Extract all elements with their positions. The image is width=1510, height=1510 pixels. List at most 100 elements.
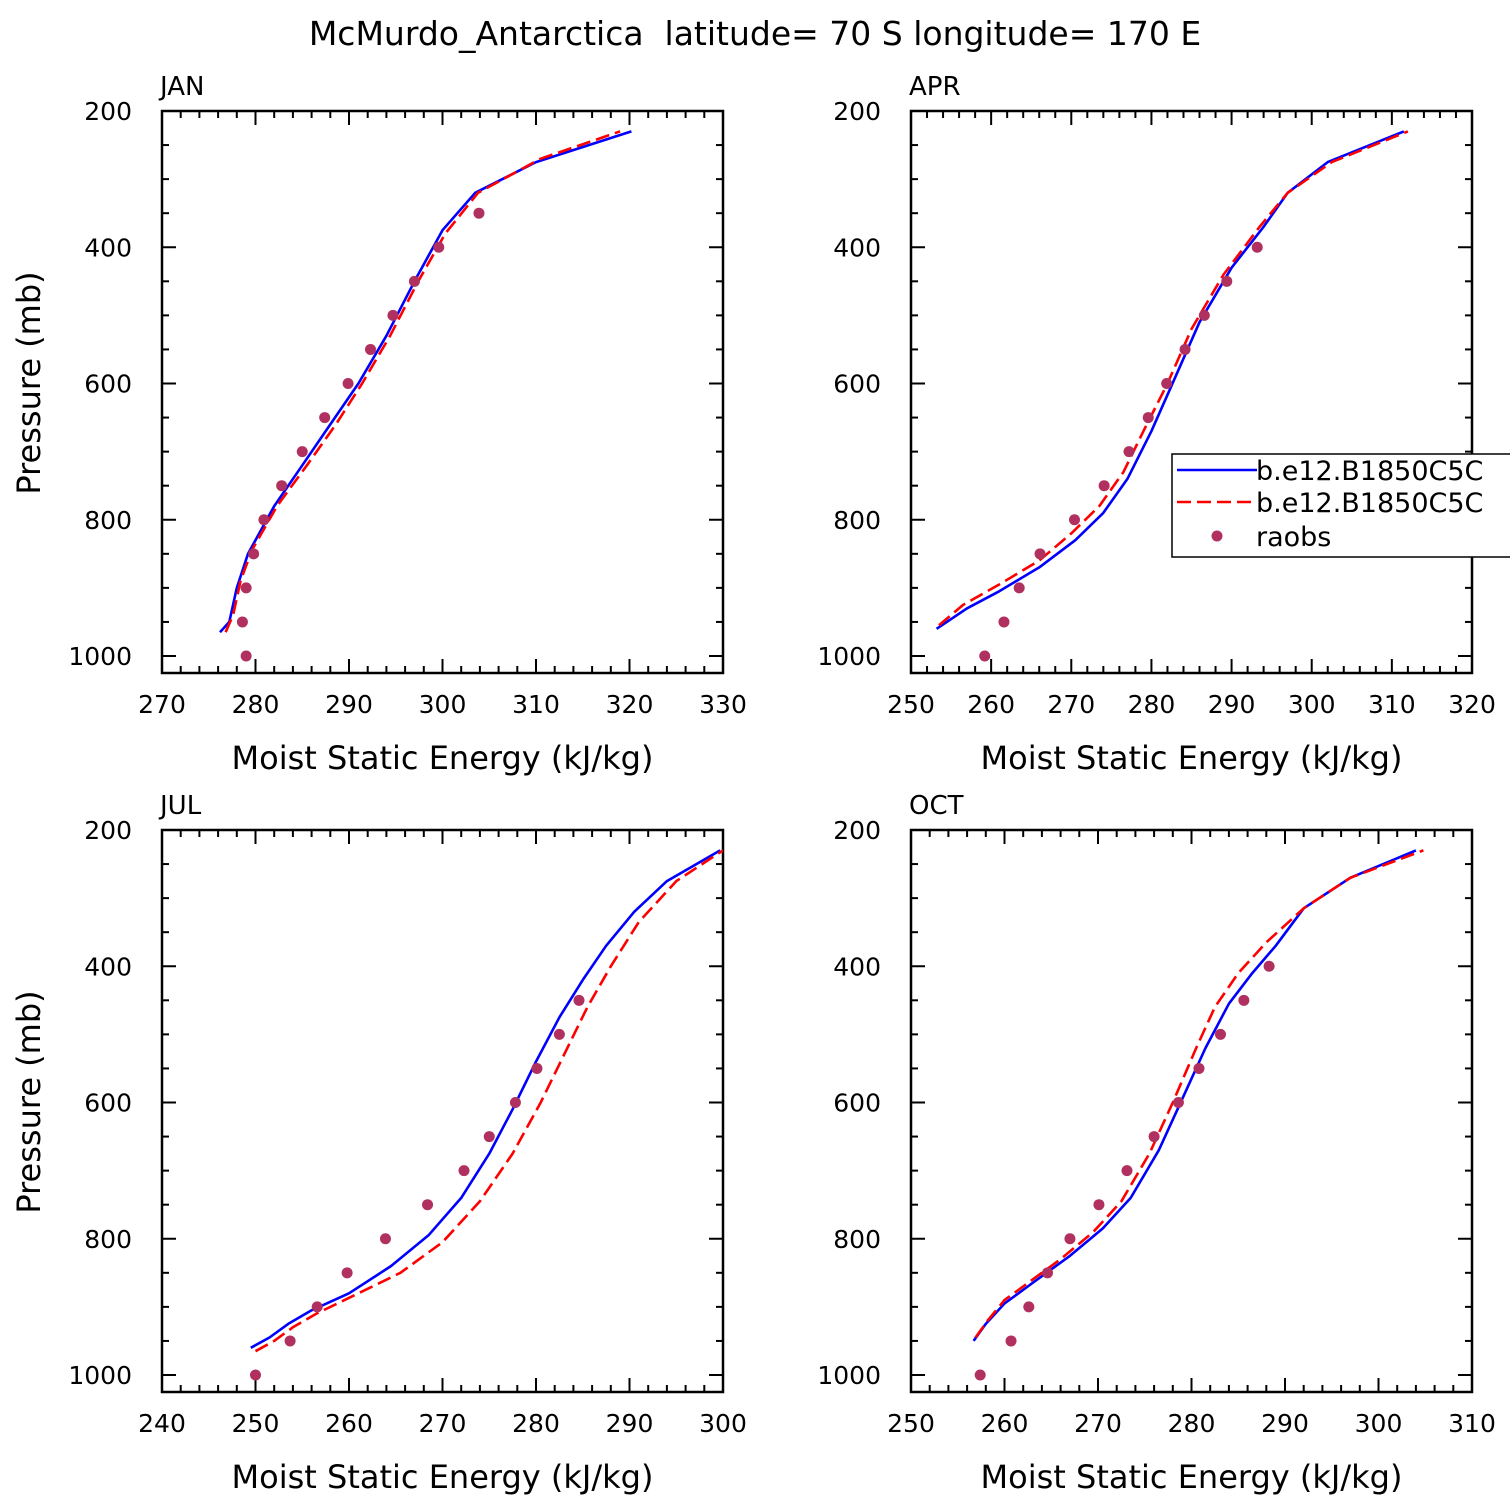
raobs-point (473, 207, 485, 219)
raobs-point (1238, 994, 1250, 1006)
x-tick-label: 300 (699, 1409, 747, 1438)
x-axis-label: Moist Static Energy (kJ/kg) (232, 739, 654, 777)
raobs-point (365, 343, 377, 355)
plot-frame (909, 109, 1474, 675)
raobs-point (1013, 582, 1025, 594)
x-tick-label: 290 (1261, 1409, 1309, 1438)
panel-title: JAN (158, 72, 204, 102)
y-tick-label: 800 (833, 506, 881, 535)
panel-apr: APR 250 260 270 280 290 300 310 320 200 400 600 800 1… (817, 72, 1495, 777)
raobs-point (387, 309, 399, 321)
series-line-dashed (974, 849, 1424, 1339)
raobs-point (1023, 1301, 1035, 1313)
y-tick-label: 400 (84, 233, 132, 262)
legend-entry: b.e12.B1850C5C (1256, 488, 1483, 519)
raobs-point (1161, 378, 1173, 389)
x-tick-label: 320 (1448, 690, 1496, 719)
raobs-point (483, 1131, 495, 1143)
x-tick-label: 310 (1448, 1409, 1496, 1438)
series-line-dashed (254, 849, 723, 1353)
x-tick-label: 320 (606, 690, 654, 719)
panels: JAN 270 280 290 300 310 320 330 200 400 600 800 1000… (10, 72, 1496, 1496)
x-tick-label: 300 (1355, 1409, 1403, 1438)
raobs-point (258, 514, 270, 526)
x-tick-label: 290 (606, 1409, 654, 1438)
x-axis-label: Moist Static Energy (kJ/kg) (981, 1458, 1403, 1496)
raobs-point (1179, 343, 1191, 355)
raobs-point (458, 1165, 470, 1177)
raobs-point (1198, 309, 1210, 321)
raobs-point (1005, 1335, 1017, 1347)
raobs-point (319, 412, 331, 424)
raobs-point (531, 1062, 543, 1074)
y-tick-label: 600 (84, 370, 132, 399)
raobs-point (248, 548, 260, 560)
raobs-point (1121, 1165, 1133, 1177)
x-tick-label: 310 (1368, 690, 1416, 719)
raobs-point (311, 1301, 323, 1313)
series-line-dashed (938, 130, 1409, 627)
page-title: McMurdo_Antarctica latitude= 70 S longit… (309, 14, 1201, 53)
x-tick-label: 240 (138, 1409, 186, 1438)
raobs-point (433, 241, 445, 253)
y-tick-label: 1000 (817, 1361, 881, 1390)
raobs-point (979, 650, 991, 662)
raobs-point (573, 994, 585, 1006)
panel-oct: OCT 250 260 270 280 290 300 310 200 400 600 800 1000… (817, 791, 1495, 1496)
raobs-point (1142, 412, 1154, 424)
panel-title: JUL (158, 791, 202, 821)
raobs-point (422, 1199, 434, 1211)
panel-jul: JUL 240 250 260 270 280 290 300 200 400 600 800 1000… (10, 791, 747, 1496)
raobs-point (1093, 1199, 1105, 1211)
legend-entry: raobs (1256, 522, 1331, 553)
x-axis-label: Moist Static Energy (kJ/kg) (232, 1458, 654, 1496)
legend-entry: b.e12.B1850C5C (1256, 456, 1483, 487)
y-tick-label: 400 (833, 952, 881, 981)
series-line-solid (219, 130, 632, 634)
legend-marker (1211, 530, 1223, 542)
raobs-point (1221, 275, 1233, 287)
raobs-point (236, 616, 248, 628)
series-line-dashed (224, 130, 621, 633)
x-tick-label: 270 (419, 1409, 467, 1438)
raobs-point (1214, 1028, 1226, 1040)
x-tick-label: 280 (1128, 690, 1176, 719)
raobs-point (296, 446, 308, 458)
x-tick-label: 260 (967, 690, 1015, 719)
raobs-point (1068, 514, 1080, 526)
x-axis-label: Moist Static Energy (kJ/kg) (981, 739, 1403, 777)
series-group (972, 849, 1424, 1381)
y-tick-label: 1000 (68, 1361, 132, 1390)
y-axis-label: Pressure (mb) (10, 990, 48, 1213)
y-tick-label: 600 (84, 1089, 132, 1118)
raobs-point (1064, 1233, 1076, 1245)
x-tick-label: 280 (232, 690, 280, 719)
raobs-point (1123, 446, 1135, 458)
raobs-point (1172, 1097, 1184, 1108)
raobs-point (1098, 480, 1110, 492)
raobs-point (1042, 1267, 1054, 1279)
raobs-point (408, 275, 420, 287)
y-tick-label: 400 (833, 233, 881, 262)
raobs-point (1193, 1062, 1205, 1074)
y-tick-label: 800 (84, 506, 132, 535)
y-tick-label: 200 (84, 97, 132, 126)
x-tick-label: 270 (1074, 1409, 1122, 1438)
y-tick-label: 800 (833, 1225, 881, 1254)
series-line-solid (250, 849, 721, 1349)
series-line-solid (972, 849, 1417, 1342)
y-tick-label: 1000 (817, 642, 881, 671)
y-tick-label: 600 (833, 370, 881, 399)
y-tick-label: 1000 (68, 642, 132, 671)
x-tick-label: 280 (512, 1409, 560, 1438)
plot-frame (909, 828, 1474, 1394)
y-tick-label: 800 (84, 1225, 132, 1254)
raobs-point (1251, 241, 1263, 253)
x-tick-label: 290 (1208, 690, 1256, 719)
x-tick-label: 260 (981, 1409, 1029, 1438)
x-tick-label: 300 (419, 690, 467, 719)
raobs-point (509, 1097, 521, 1108)
raobs-point (1034, 548, 1046, 560)
